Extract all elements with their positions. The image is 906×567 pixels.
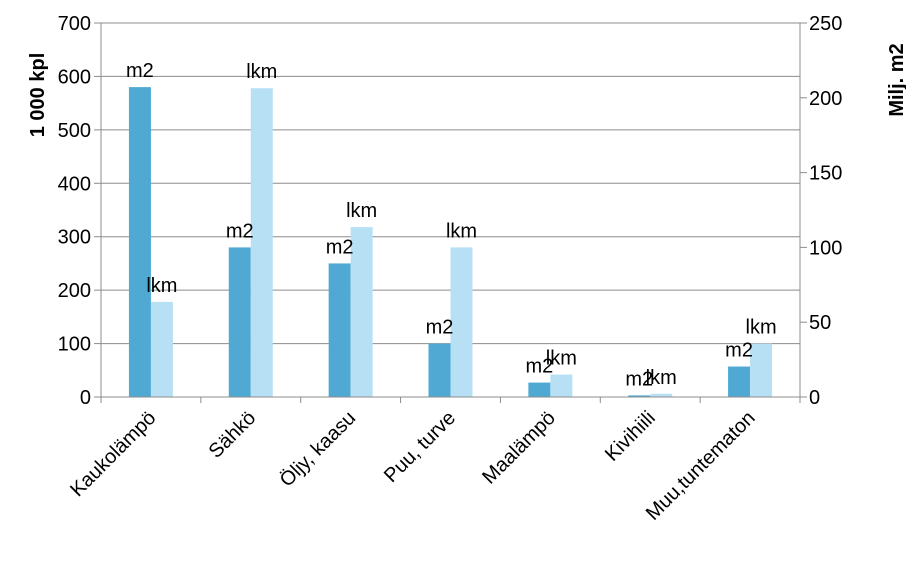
data-label-m2: m2 xyxy=(725,340,753,362)
y-axis-ticks: 0 100 200 300 400 500 600 700 xyxy=(58,13,91,409)
y-tick-label: 400 xyxy=(58,173,91,195)
y-tick-label: 700 xyxy=(58,13,91,35)
y2-axis-ticks: 0 50 100 150 200 250 xyxy=(809,13,842,409)
y2-tick-label: 150 xyxy=(809,163,842,185)
data-label-m2: m2 xyxy=(625,368,653,390)
y-tick-label: 200 xyxy=(58,280,91,302)
y-tick-label: 300 xyxy=(58,227,91,249)
y2-tick-label: 0 xyxy=(809,387,820,409)
data-label-m2: m2 xyxy=(126,60,154,82)
data-label-m2: m2 xyxy=(426,317,454,339)
y-tick-label: 0 xyxy=(80,387,91,409)
data-label-lkm: lkm xyxy=(746,317,777,339)
bar-m2 xyxy=(528,382,551,397)
data-label-lkm: lkm xyxy=(546,348,577,370)
bar-m2 xyxy=(628,395,651,397)
category-label: Kivihiili xyxy=(601,407,660,466)
category-labels: Kaukolämpö Sähkö Öljy, kaasu Puu, turve Maal… xyxy=(66,407,759,525)
axes xyxy=(94,22,807,403)
bar-m2 xyxy=(228,247,251,397)
bars xyxy=(128,87,773,397)
data-label-lkm: lkm xyxy=(446,220,477,242)
y2-tick-label: 50 xyxy=(809,312,831,334)
bar-m2 xyxy=(428,343,451,397)
data-label-m2: m2 xyxy=(226,220,254,242)
y2-tick-label: 100 xyxy=(809,237,842,259)
data-label-m2: m2 xyxy=(326,236,354,258)
category-label: Sähkö xyxy=(205,407,261,463)
data-label-lkm: lkm xyxy=(346,200,377,222)
category-label: Maalämpö xyxy=(478,407,560,489)
bar-lkm xyxy=(250,88,273,397)
category-label: Öljy, kaasu xyxy=(276,407,360,491)
bar-lkm xyxy=(750,343,773,397)
data-label-lkm: lkm xyxy=(246,61,277,83)
gridlines xyxy=(101,22,800,345)
y-axis-title: 1 000 kpl xyxy=(27,53,49,138)
bar-lkm xyxy=(150,301,173,397)
y2-tick-label: 250 xyxy=(809,13,842,35)
y2-axis-title: Milj. m2 xyxy=(886,43,906,116)
bar-m2 xyxy=(328,263,351,397)
category-label: Muu,tuntematon xyxy=(642,407,760,525)
data-label-lkm: lkm xyxy=(646,367,677,389)
bar-lkm xyxy=(550,374,573,397)
category-label: Kaukolämpö xyxy=(66,407,160,501)
category-label: Puu, turve xyxy=(380,407,460,487)
y-tick-label: 100 xyxy=(58,334,91,356)
bar-lkm xyxy=(350,227,373,397)
data-label-lkm: lkm xyxy=(146,275,177,297)
bar-lkm xyxy=(650,393,673,397)
bar-m2 xyxy=(728,366,751,397)
y-tick-label: 600 xyxy=(58,66,91,88)
y-tick-label: 500 xyxy=(58,120,91,142)
bar-m2 xyxy=(128,87,151,397)
y2-tick-label: 200 xyxy=(809,88,842,110)
data-label-m2: m2 xyxy=(525,356,553,378)
bar-lkm xyxy=(450,247,473,397)
